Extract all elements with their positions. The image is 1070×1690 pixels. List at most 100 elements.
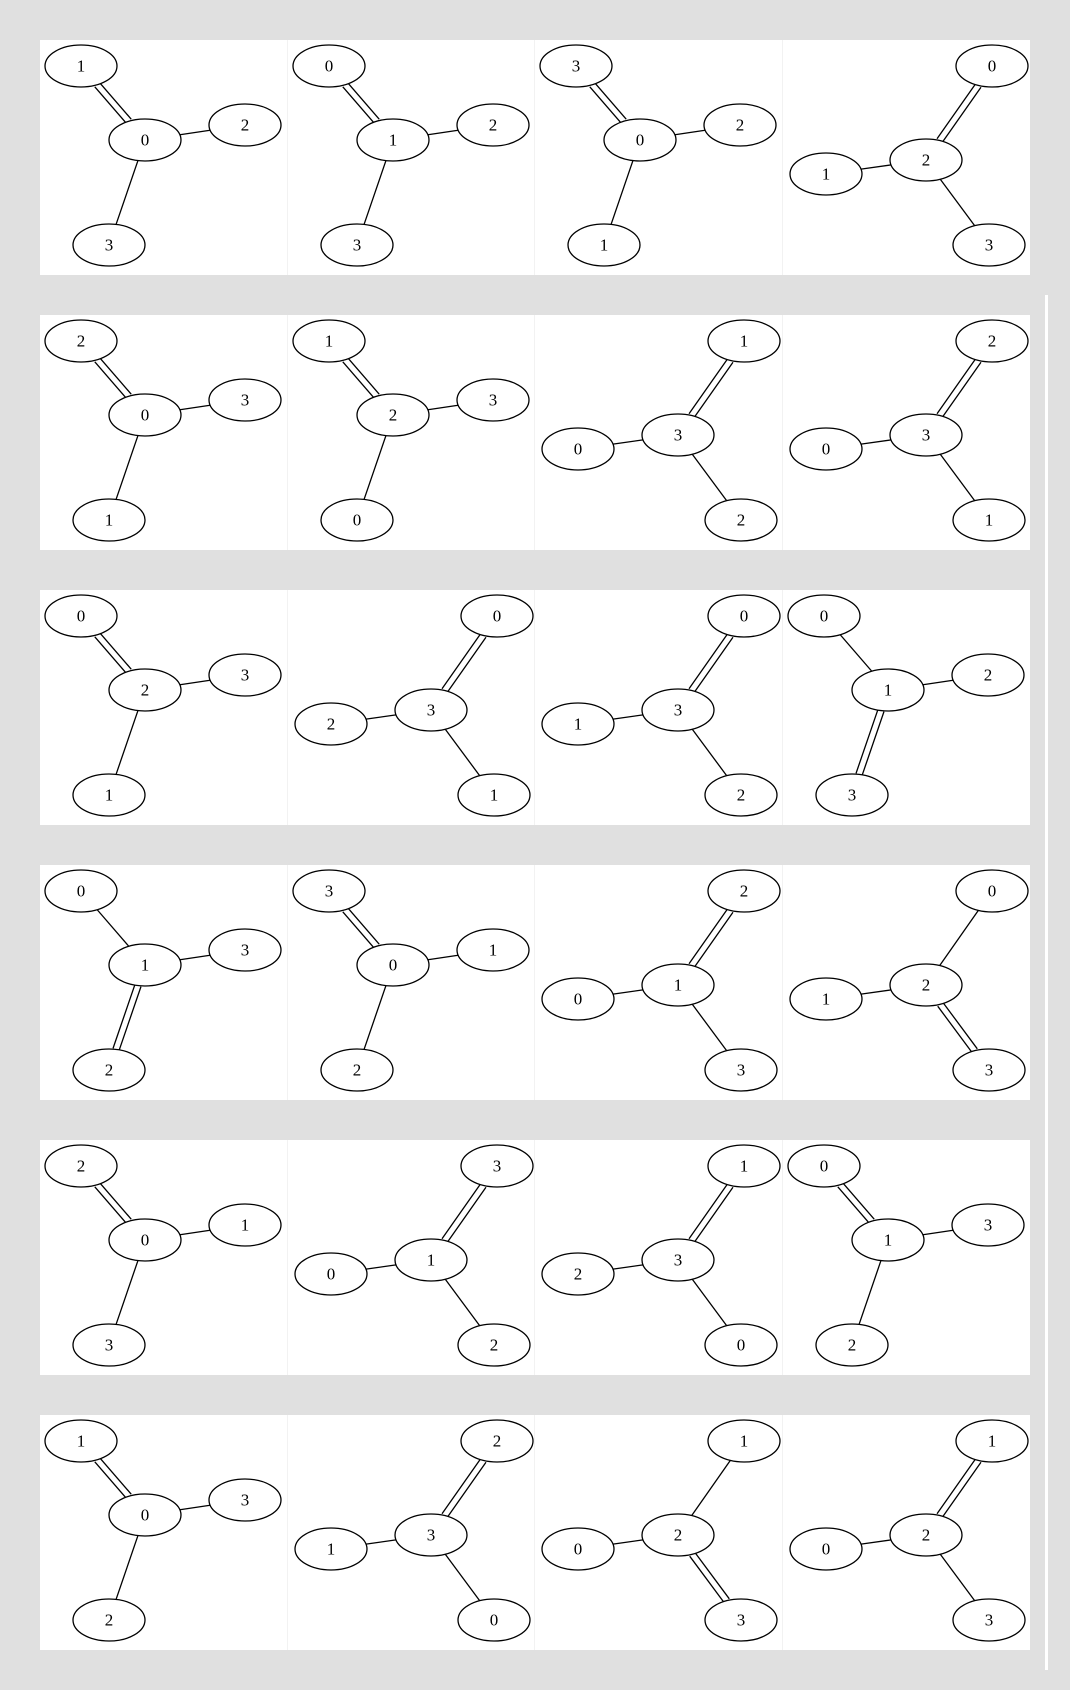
graph-cell: 0 1 3 2	[783, 40, 1031, 275]
node-top-ellipse	[707, 319, 781, 363]
node-hub: 3	[393, 1513, 468, 1557]
node-right-label: 0	[574, 990, 583, 1009]
node-hub-label: 2	[921, 151, 930, 170]
node-top: 0	[954, 869, 1029, 913]
edge-bottom	[362, 160, 387, 225]
edge-top-a	[693, 911, 734, 968]
node-top: 2	[44, 319, 118, 363]
graph-diagram: 0 1 3 2	[788, 44, 1029, 267]
node-top-ellipse	[291, 319, 366, 363]
node-bottom: 0	[704, 1323, 778, 1367]
node-top: 0	[786, 594, 861, 638]
node-right: 1	[788, 977, 863, 1021]
node-bottom-label: 1	[489, 786, 498, 805]
graph-diagram: 2 1 0 3	[293, 1419, 534, 1642]
node-bottom: 3	[951, 223, 1026, 267]
node-right: 2	[208, 103, 282, 147]
node-bottom-label: 2	[737, 786, 746, 805]
graph-diagram: 0 3 1 2	[44, 594, 282, 817]
node-right: 0	[541, 977, 615, 1021]
node-hub-ellipse	[108, 668, 182, 712]
edge-top-b	[341, 361, 375, 399]
node-right-label: 3	[241, 941, 250, 960]
graph-row: 0 3 1 2 0 2 1 3 0 1 2 3 0 2 3 1	[40, 590, 1030, 825]
node-top: 1	[954, 1419, 1029, 1463]
edge-right	[365, 1264, 396, 1270]
node-hub-ellipse	[641, 963, 715, 1007]
edge-top-b	[589, 86, 622, 124]
edge-bottom-b	[860, 711, 885, 776]
graph-cell: 1 0 3 2	[535, 1415, 783, 1650]
edge-top	[96, 909, 130, 947]
graph-diagram: 1 0 2 3	[541, 319, 781, 542]
node-bottom-label: 3	[105, 236, 114, 255]
edge-top-a	[841, 1182, 875, 1220]
edge-bottom	[362, 985, 387, 1050]
graph-diagram: 3 0 2 1	[293, 1144, 534, 1367]
node-right-label: 2	[326, 715, 335, 734]
edge-bottom-a	[689, 1555, 725, 1604]
node-bottom-label: 0	[352, 511, 361, 530]
node-right-label: 2	[574, 1265, 583, 1284]
edge-right	[674, 129, 706, 136]
node-bottom-ellipse	[456, 773, 531, 817]
edge-bottom	[115, 1535, 139, 1600]
node-right-ellipse	[293, 1527, 368, 1571]
node-bottom-label: 1	[600, 236, 609, 255]
node-bottom: 3	[704, 1048, 778, 1092]
node-hub: 1	[108, 943, 182, 987]
node-bottom-label: 1	[105, 511, 114, 530]
edge-top-b	[341, 86, 375, 124]
graph-diagram: 0 2 1 3	[293, 594, 534, 817]
node-hub-label: 2	[141, 681, 150, 700]
node-top: 1	[44, 44, 118, 88]
graph-cell: 0 2 1 3	[288, 590, 535, 825]
edge-right	[427, 954, 458, 961]
node-hub: 1	[355, 118, 430, 162]
node-right-label: 0	[821, 440, 830, 459]
graph-row: 2 1 3 0 3 0 2 1 1 2 0 3 0 3 2 1	[40, 1140, 1030, 1375]
node-right-ellipse	[208, 103, 282, 147]
edge-bottom	[939, 1553, 975, 1602]
node-top-ellipse	[707, 1419, 781, 1463]
node-hub-label: 3	[426, 1526, 435, 1545]
node-top-label: 1	[324, 332, 333, 351]
edge-right	[922, 1229, 953, 1236]
node-hub: 0	[108, 393, 182, 437]
graph-cell: 1 2 3 0	[40, 40, 288, 275]
node-hub-ellipse	[393, 1513, 468, 1557]
node-right-label: 0	[821, 1540, 830, 1559]
node-bottom: 2	[456, 1323, 531, 1367]
edge-top-a	[99, 357, 132, 395]
graph-cell: 0 3 1 2	[40, 590, 288, 825]
node-top-label: 0	[819, 607, 828, 626]
node-hub-label: 0	[141, 406, 150, 425]
node-hub-label: 1	[141, 956, 150, 975]
node-right-ellipse	[455, 103, 530, 147]
node-hub: 3	[888, 413, 963, 457]
edge-right	[179, 679, 211, 686]
node-right-ellipse	[950, 1203, 1025, 1247]
node-top-label: 0	[740, 607, 749, 626]
node-bottom-ellipse	[72, 223, 146, 267]
node-hub-ellipse	[108, 393, 182, 437]
node-right-ellipse	[950, 653, 1025, 697]
node-hub-ellipse	[641, 688, 715, 732]
edge-top-b	[688, 633, 729, 690]
node-top-label: 1	[77, 57, 86, 76]
node-hub-label: 2	[674, 1526, 683, 1545]
node-right-label: 0	[574, 440, 583, 459]
node-top-ellipse	[707, 869, 781, 913]
node-right-label: 1	[821, 165, 830, 184]
node-right: 0	[293, 1252, 368, 1296]
node-hub-label: 0	[636, 131, 645, 150]
graph-cell: 0 1 2 3	[535, 590, 783, 825]
node-top-label: 1	[740, 1157, 749, 1176]
graph-cell: 3 2 1 0	[535, 40, 783, 275]
node-hub: 1	[850, 1218, 925, 1262]
node-bottom: 1	[72, 498, 146, 542]
edge-top	[691, 1460, 731, 1516]
node-bottom: 2	[704, 498, 778, 542]
